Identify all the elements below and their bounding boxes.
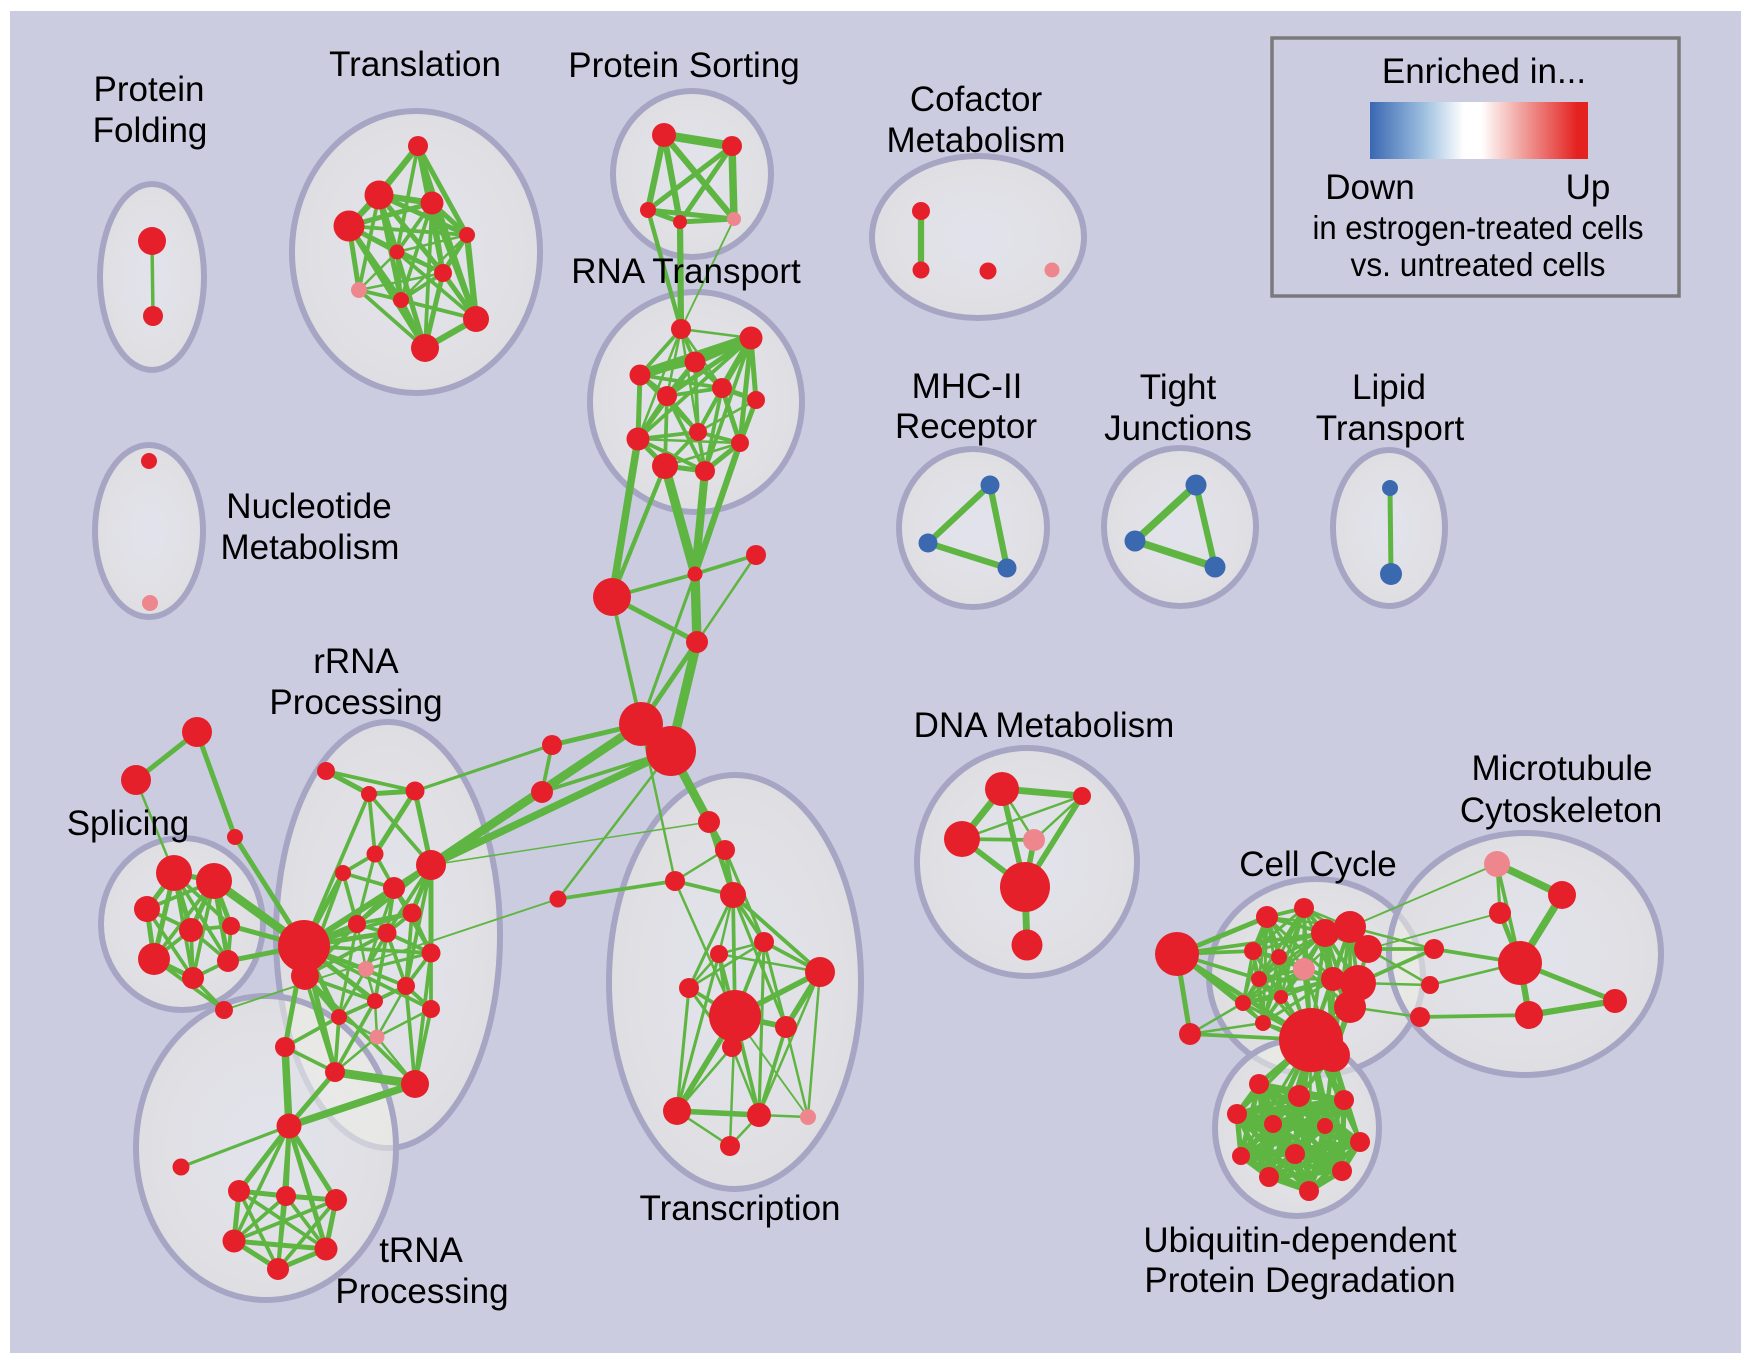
svg-text:Lipid: Lipid <box>1352 368 1426 407</box>
svg-text:RNA Transport: RNA Transport <box>571 252 801 291</box>
svg-text:Cell Cycle: Cell Cycle <box>1239 845 1397 884</box>
svg-text:Metabolism: Metabolism <box>887 121 1066 160</box>
svg-text:Receptor: Receptor <box>895 407 1037 446</box>
svg-text:Junctions: Junctions <box>1104 409 1252 448</box>
svg-text:in estrogen-treated cells: in estrogen-treated cells <box>1313 209 1644 246</box>
svg-text:DNA Metabolism: DNA Metabolism <box>914 706 1175 745</box>
svg-text:Splicing: Splicing <box>67 804 190 843</box>
svg-text:Folding: Folding <box>93 111 208 150</box>
svg-text:Tight: Tight <box>1140 368 1217 407</box>
svg-text:vs. untreated cells: vs. untreated cells <box>1351 246 1606 283</box>
svg-text:Nucleotide: Nucleotide <box>226 487 391 526</box>
svg-text:Processing: Processing <box>269 683 442 722</box>
svg-text:Translation: Translation <box>329 45 501 84</box>
svg-text:Enriched in...: Enriched in... <box>1382 52 1586 91</box>
svg-text:rRNA: rRNA <box>313 642 399 681</box>
svg-text:Metabolism: Metabolism <box>221 528 400 567</box>
svg-text:Down: Down <box>1325 168 1414 207</box>
svg-text:tRNA: tRNA <box>379 1231 463 1270</box>
svg-text:MHC-II: MHC-II <box>912 367 1023 406</box>
svg-text:Cytoskeleton: Cytoskeleton <box>1460 791 1662 830</box>
svg-text:Transcription: Transcription <box>640 1189 841 1228</box>
svg-text:Protein Sorting: Protein Sorting <box>568 46 800 85</box>
svg-text:Protein: Protein <box>94 70 205 109</box>
svg-text:Transport: Transport <box>1316 409 1465 448</box>
svg-text:Ubiquitin-dependent: Ubiquitin-dependent <box>1143 1221 1457 1260</box>
svg-text:Processing: Processing <box>335 1272 508 1311</box>
svg-text:Cofactor: Cofactor <box>910 80 1043 119</box>
svg-text:Microtubule: Microtubule <box>1472 749 1653 788</box>
svg-text:Up: Up <box>1566 168 1611 207</box>
svg-text:Protein Degradation: Protein Degradation <box>1144 1261 1455 1300</box>
